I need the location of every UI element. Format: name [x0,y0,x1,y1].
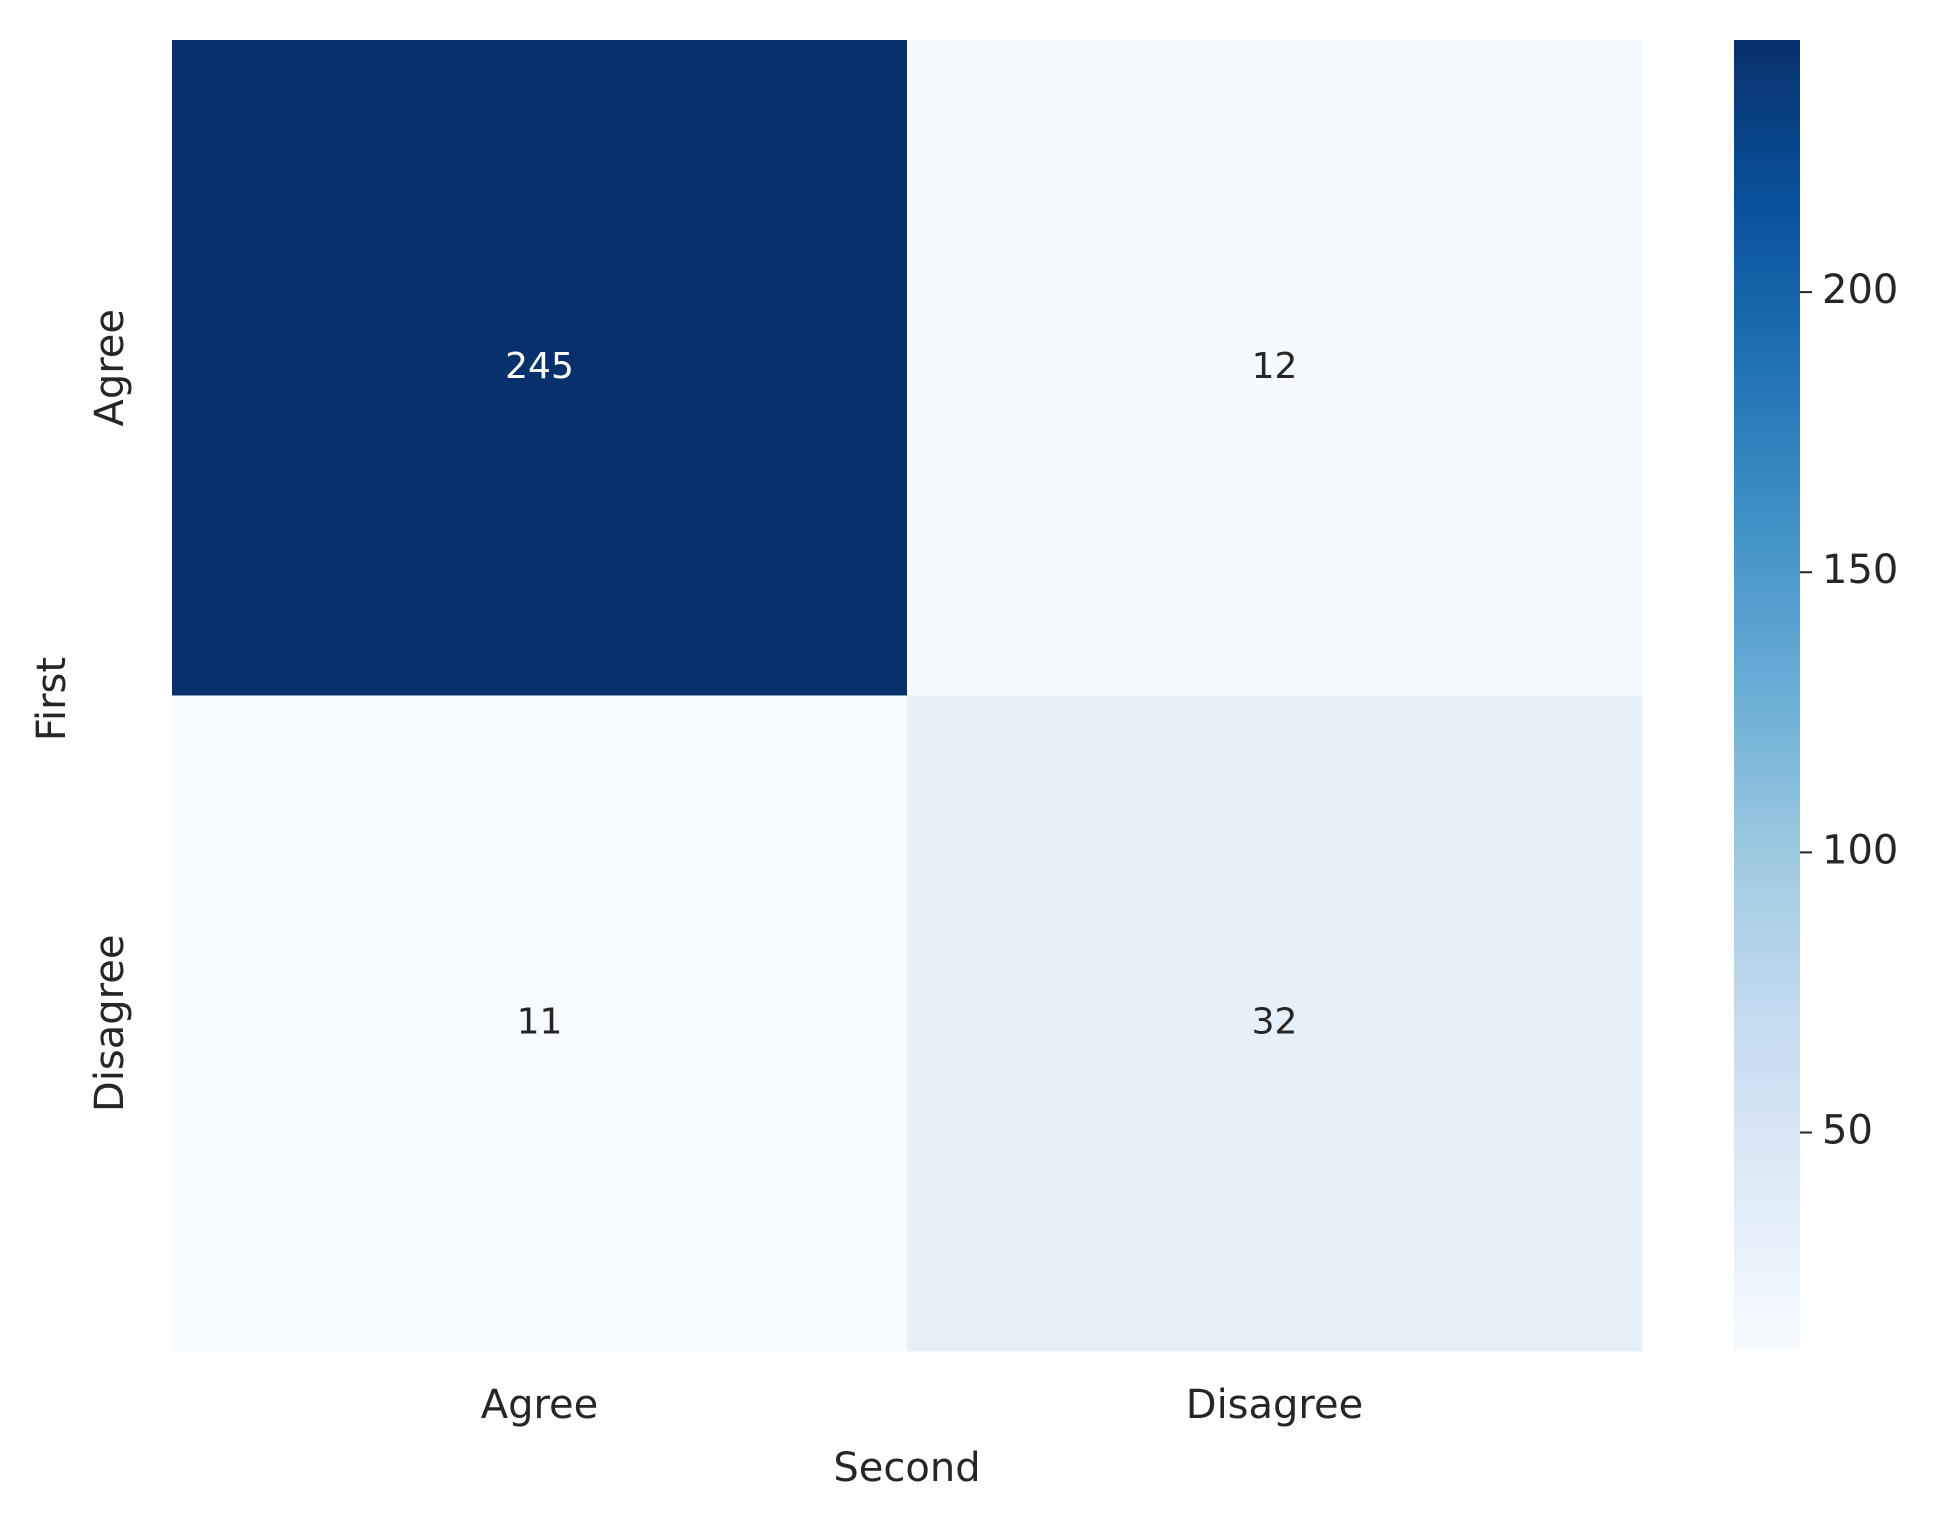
heatmap-cell [907,695,1643,1352]
cell-label: 11 [517,1001,563,1042]
y-tick-label: Agree [87,309,133,427]
colorbar-tick-label: 50 [1822,1108,1873,1154]
x-axis-label: Second [833,1445,980,1491]
x-tick-label: Disagree [1186,1382,1363,1428]
x-tick-label: Agree [481,1382,599,1428]
heatmap-cell [907,40,1643,696]
heatmap-cell [172,40,908,696]
y-tick-label: Disagree [87,935,133,1112]
cell-label: 245 [505,346,574,387]
heatmap-cell [172,695,908,1352]
colorbar-tick-label: 150 [1822,547,1898,593]
colorbar-tick-label: 200 [1822,267,1898,313]
colorbar [1734,40,1800,1351]
cell-label: 12 [1252,346,1298,387]
cell-label: 32 [1252,1001,1298,1042]
y-axis-label: First [29,657,75,741]
colorbar-tick-label: 100 [1822,827,1898,873]
